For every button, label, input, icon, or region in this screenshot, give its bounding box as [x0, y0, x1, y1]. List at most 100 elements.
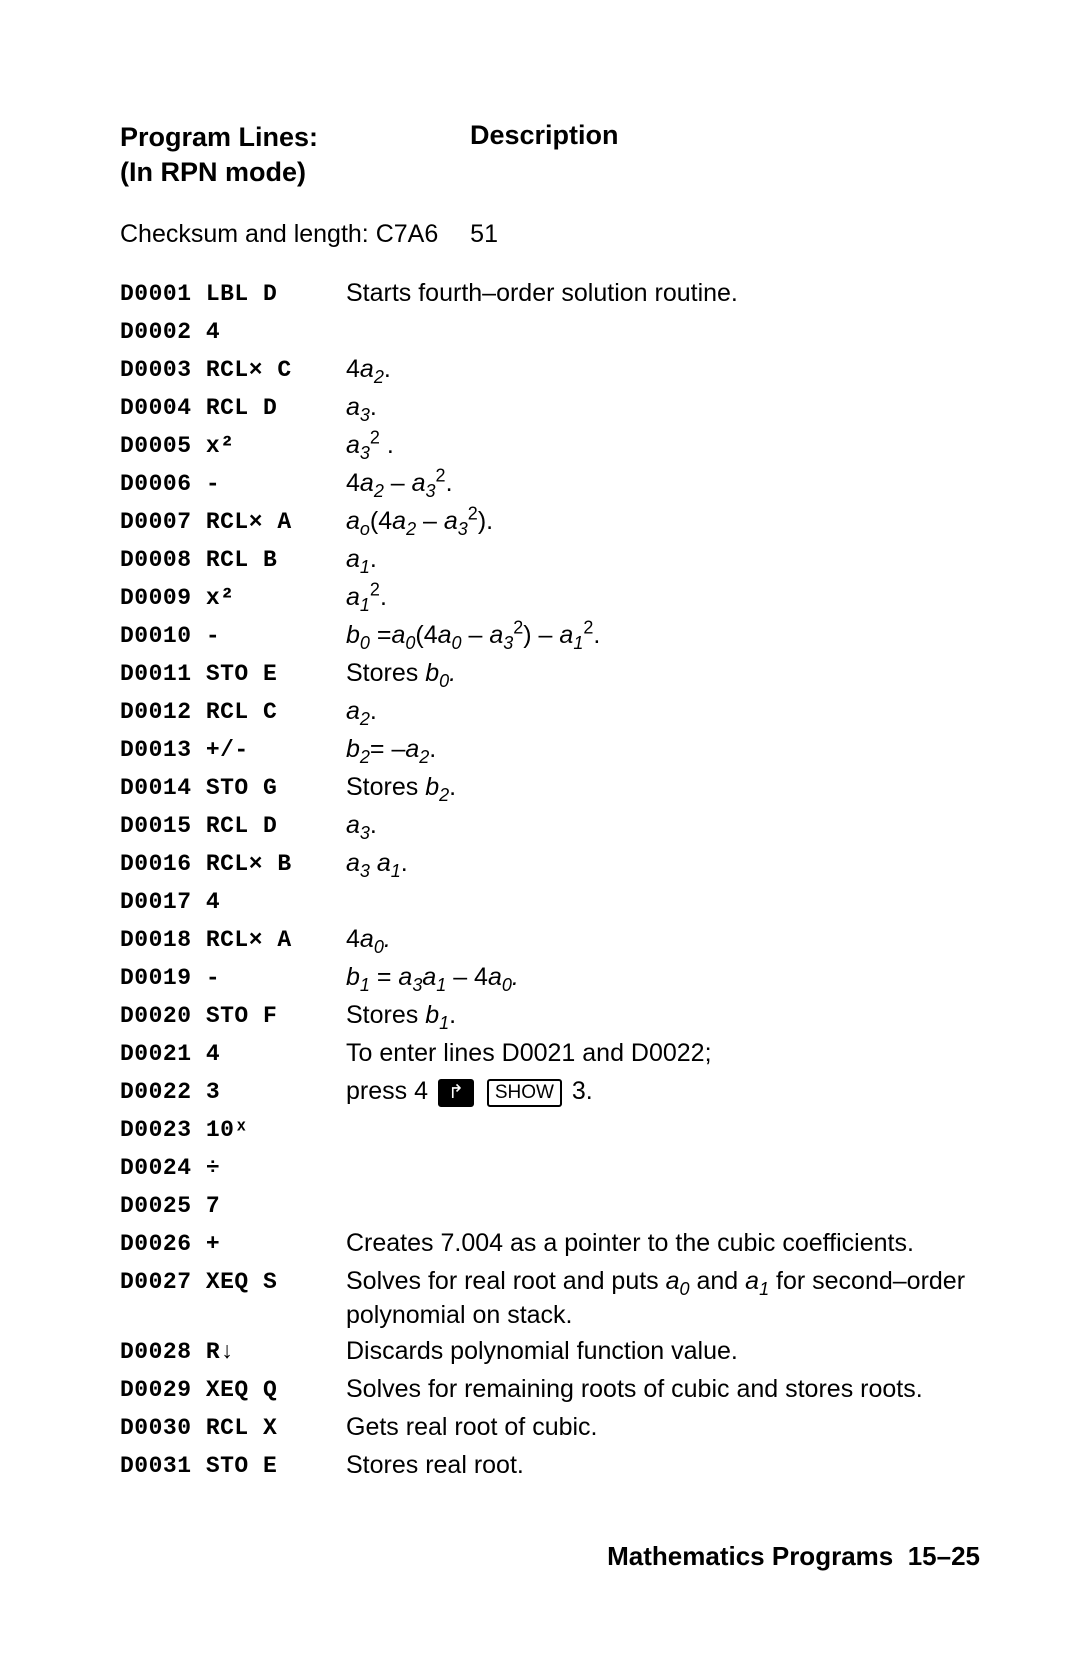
program-row: D0013 +/-b2= –a2. [120, 731, 980, 769]
program-description: a12. [346, 579, 980, 615]
program-code: D0010 - [120, 617, 346, 655]
program-code: D0004 RCL D [120, 389, 346, 427]
program-code: D0003 RCL× C [120, 351, 346, 389]
program-description [346, 313, 980, 315]
program-row: D0006 -4a2 – a32. [120, 465, 980, 503]
page: Program Lines: (In RPN mode) Description… [0, 0, 1080, 1672]
program-description: b2= –a2. [346, 731, 980, 767]
program-row: D0018 RCL× A4a0. [120, 921, 980, 959]
program-code: D0025 7 [120, 1187, 346, 1225]
program-code: D0022 3 [120, 1073, 346, 1111]
program-code: D0007 RCL× A [120, 503, 346, 541]
program-code: D0016 RCL× B [120, 845, 346, 883]
program-description: Discards polynomial function value. [346, 1333, 980, 1369]
program-code: D0018 RCL× A [120, 921, 346, 959]
program-code: D0027 XEQ S [120, 1263, 346, 1301]
program-code: D0001 LBL D [120, 275, 346, 313]
program-row: D0004 RCL Da3. [120, 389, 980, 427]
program-code: D0002 4 [120, 313, 346, 351]
program-code: D0012 RCL C [120, 693, 346, 731]
program-row: D0007 RCL× Aao(4a2 – a32). [120, 503, 980, 541]
program-description: ao(4a2 – a32). [346, 503, 980, 539]
program-description: b1 = a3a1 – 4a0. [346, 959, 980, 995]
program-description: b0 =a0(4a0 – a32) – a12. [346, 617, 980, 653]
program-row: D0010 -b0 =a0(4a0 – a32) – a12. [120, 617, 980, 655]
footer-section: Mathematics Programs [607, 1541, 893, 1571]
program-description: Stores real root. [346, 1447, 980, 1483]
header-left-line1: Program Lines: [120, 122, 318, 152]
program-row: D0016 RCL× Ba3 a1. [120, 845, 980, 883]
program-row: D0008 RCL Ba1. [120, 541, 980, 579]
program-code: D0030 RCL X [120, 1409, 346, 1447]
program-code: D0024 ÷ [120, 1149, 346, 1187]
program-code: D0017 4 [120, 883, 346, 921]
program-description: Gets real root of cubic. [346, 1409, 980, 1445]
program-row: D0023 10ˣ [120, 1111, 980, 1149]
header-left-line2: (In RPN mode) [120, 157, 306, 187]
program-description: Solves for real root and puts a0 and a1 … [346, 1263, 980, 1333]
page-footer: Mathematics Programs 15–25 [607, 1541, 980, 1572]
program-row: D0027 XEQ SSolves for real root and puts… [120, 1263, 980, 1333]
program-row: D0005 x²a32 . [120, 427, 980, 465]
program-row: D0029 XEQ QSolves for remaining roots of… [120, 1371, 980, 1409]
table-header-row: Program Lines: (In RPN mode) Description [120, 120, 980, 190]
program-code: D0014 STO G [120, 769, 346, 807]
program-description [346, 883, 980, 885]
program-row: D0011 STO EStores b0. [120, 655, 980, 693]
program-description: Creates 7.004 as a pointer to the cubic … [346, 1225, 980, 1261]
program-row: D0015 RCL Da3. [120, 807, 980, 845]
program-code: D0011 STO E [120, 655, 346, 693]
program-description: a32 . [346, 427, 980, 463]
program-description: Stores b0. [346, 655, 980, 691]
program-row: D0026 +Creates 7.004 as a pointer to the… [120, 1225, 980, 1263]
program-code: D0005 x² [120, 427, 346, 465]
program-code: D0015 RCL D [120, 807, 346, 845]
program-code: D0020 STO F [120, 997, 346, 1035]
program-row: D0002 4 [120, 313, 980, 351]
program-code: D0026 + [120, 1225, 346, 1263]
program-row: D0031 STO EStores real root. [120, 1447, 980, 1485]
program-description [346, 1187, 980, 1189]
program-row: D0020 STO FStores b1. [120, 997, 980, 1035]
program-row: D0014 STO GStores b2. [120, 769, 980, 807]
program-description: press 4 ↱ SHOW 3. [346, 1073, 980, 1109]
checksum-line: Checksum and length: C7A6 51 [120, 220, 980, 249]
program-row: D0003 RCL× C4a2. [120, 351, 980, 389]
program-row: D0001 LBL DStarts fourth–order solution … [120, 275, 980, 313]
program-row: D0030 RCL XGets real root of cubic. [120, 1409, 980, 1447]
program-description: a3. [346, 807, 980, 843]
program-row: D0028 R↓Discards polynomial function val… [120, 1333, 980, 1371]
program-row: D0019 -b1 = a3a1 – 4a0. [120, 959, 980, 997]
program-description: a2. [346, 693, 980, 729]
program-code: D0021 4 [120, 1035, 346, 1073]
program-description: Starts fourth–order solution routine. [346, 275, 980, 311]
program-description: a3. [346, 389, 980, 425]
program-row: D0021 4To enter lines D0021 and D0022; [120, 1035, 980, 1073]
program-row: D0022 3press 4 ↱ SHOW 3. [120, 1073, 980, 1111]
program-description: a1. [346, 541, 980, 577]
program-code: D0013 +/- [120, 731, 346, 769]
program-code: D0023 10ˣ [120, 1111, 346, 1149]
program-row: D0012 RCL Ca2. [120, 693, 980, 731]
program-row: D0024 ÷ [120, 1149, 980, 1187]
program-row: D0009 x²a12. [120, 579, 980, 617]
header-program-lines: Program Lines: (In RPN mode) [120, 120, 470, 190]
program-description [346, 1149, 980, 1151]
program-description: 4a2. [346, 351, 980, 387]
program-description: 4a2 – a32. [346, 465, 980, 501]
program-code: D0019 - [120, 959, 346, 997]
program-code: D0028 R↓ [120, 1333, 346, 1371]
program-description: Solves for remaining roots of cubic and … [346, 1371, 980, 1407]
program-description: 4a0. [346, 921, 980, 957]
header-description: Description [470, 120, 619, 190]
program-description: a3 a1. [346, 845, 980, 881]
program-code: D0031 STO E [120, 1447, 346, 1485]
program-description: To enter lines D0021 and D0022; [346, 1035, 980, 1071]
program-description [346, 1111, 980, 1113]
program-code: D0006 - [120, 465, 346, 503]
program-row: D0025 7 [120, 1187, 980, 1225]
program-row: D0017 4 [120, 883, 980, 921]
program-rows: D0001 LBL DStarts fourth–order solution … [120, 275, 980, 1485]
program-code: D0009 x² [120, 579, 346, 617]
program-description: Stores b1. [346, 997, 980, 1033]
